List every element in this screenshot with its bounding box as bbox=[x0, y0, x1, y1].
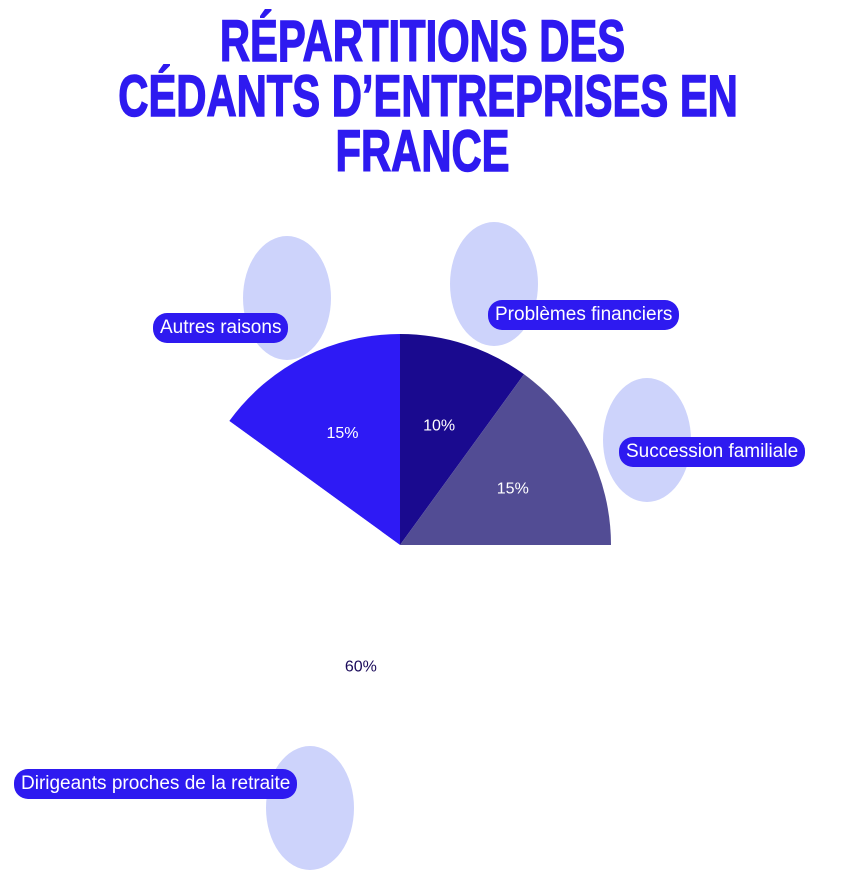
pie-slice bbox=[189, 420, 611, 756]
title-line: CÉDANTS D’ENTREPRISES EN bbox=[118, 64, 739, 129]
slice-value-label: 10% bbox=[423, 418, 455, 435]
pie-slice bbox=[400, 334, 525, 545]
slice-value-label: 60% bbox=[345, 658, 377, 675]
label-bubble bbox=[266, 746, 354, 870]
title-line: FRANCE bbox=[335, 119, 510, 184]
pie-slice bbox=[229, 334, 400, 545]
legend-label-autres-raisons: Autres raisons bbox=[153, 313, 289, 343]
legend-label-succession-familiale: Succession familiale bbox=[619, 437, 806, 467]
chart-title: RÉPARTITIONS DES CÉDANTS D’ENTREPRISES E… bbox=[0, 9, 845, 184]
slice-value-label: 15% bbox=[327, 425, 359, 442]
pie-slice bbox=[400, 374, 611, 545]
legend-label-dirigeants-retraite: Dirigeants proches de la retraite bbox=[14, 769, 298, 799]
slice-value-label: 15% bbox=[497, 481, 529, 498]
title-line: RÉPARTITIONS DES bbox=[219, 9, 626, 74]
legend-label-problemes-financiers: Problèmes financiers bbox=[488, 300, 680, 330]
